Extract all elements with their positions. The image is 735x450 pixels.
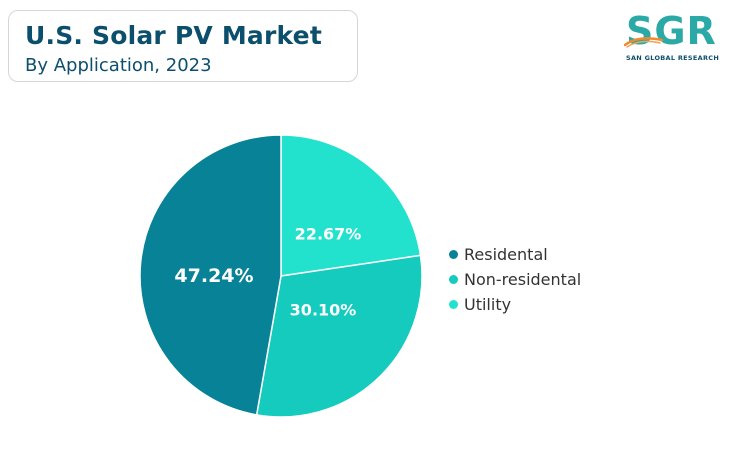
pie-slice-non-residental [255, 254, 423, 418]
slice-label-utility: 22.67% [295, 225, 362, 244]
legend-item-utility: Utility [449, 292, 581, 317]
legend-item-non-residental: Non-residental [449, 267, 581, 292]
sgr-logo: SGR SAN GLOBAL RESEARCH [622, 8, 726, 68]
legend-item-residental: Residental [449, 242, 581, 267]
legend-label-utility: Utility [464, 295, 512, 314]
logo-letters: SGR [626, 9, 717, 53]
legend-swatch-non-residental [449, 275, 458, 284]
legend-swatch-residental [449, 250, 458, 259]
legend-label-residental: Residental [464, 245, 548, 264]
logo-swoosh-icon [624, 37, 664, 48]
title-box: U.S. Solar PV Market By Application, 202… [8, 10, 358, 82]
pie-slice-residental [139, 134, 282, 416]
slice-label-residental: 47.24% [174, 265, 253, 287]
legend-label-non-residental: Non-residental [464, 270, 582, 289]
logo-caption: SAN GLOBAL RESEARCH [626, 54, 720, 62]
slice-label-non-residental: 30.10% [290, 301, 357, 320]
legend-swatch-utility [449, 300, 458, 309]
chart-legend: Residental Non-residental Utility [449, 242, 581, 317]
pie-slice-utility [280, 134, 422, 277]
page-subtitle: By Application, 2023 [25, 55, 212, 76]
page-title: U.S. Solar PV Market [25, 21, 322, 50]
